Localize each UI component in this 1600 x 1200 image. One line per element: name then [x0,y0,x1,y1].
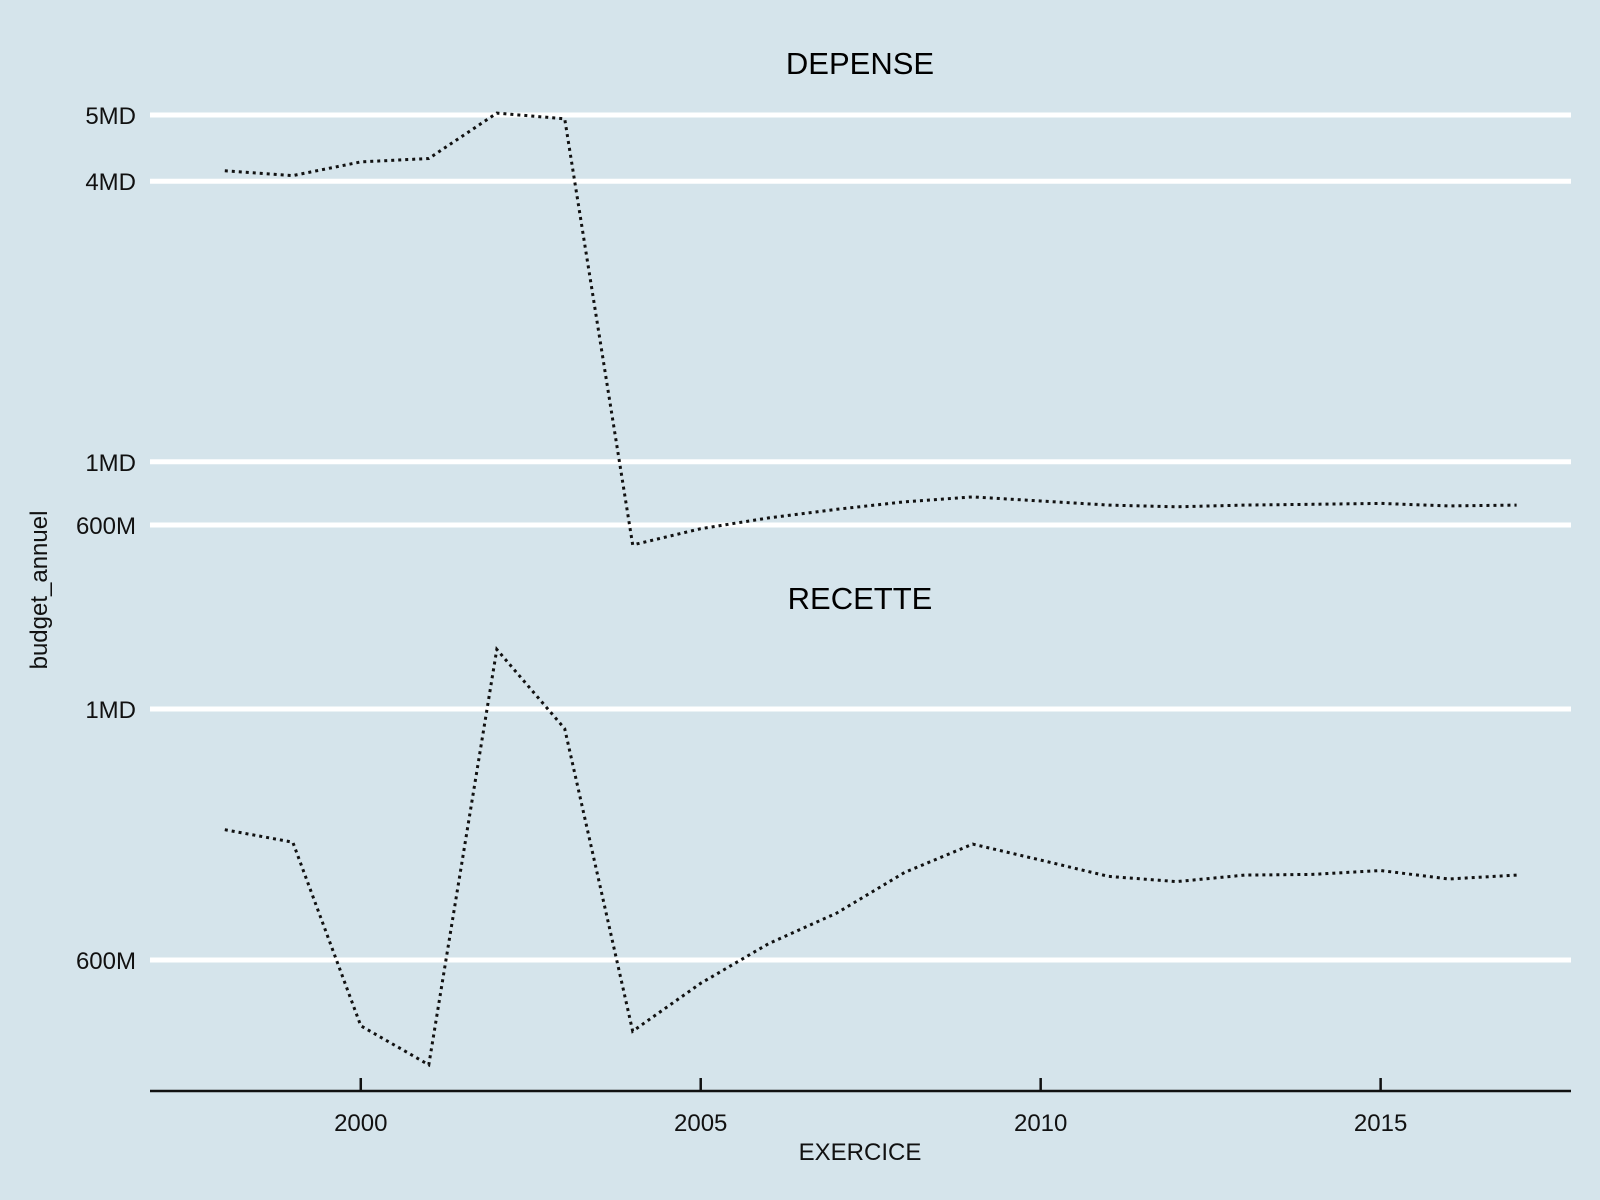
panel-depense: DEPENSE 600M 1MD 4MD 5MD [76,46,1571,547]
x-tick-label-2: 2010 [1014,1110,1067,1137]
panel-title-recette: RECETTE [788,581,933,616]
y-ticks-depense: 600M 1MD 4MD 5MD [76,103,136,540]
panel-title-depense: DEPENSE [786,46,934,81]
x-tick-label-0: 2000 [334,1110,387,1137]
series-line-depense [224,111,1517,547]
panel-recette: RECETTE 600M 1MD [76,581,1571,1068]
y-axis-title: budget_annuel [26,511,53,670]
y-tick-label-depense-2: 4MD [85,169,136,196]
grid-depense [150,112,1571,528]
y-tick-label-depense-3: 5MD [85,103,136,130]
y-ticks-recette: 600M 1MD [76,697,136,975]
x-axis-title: EXERCICE [799,1139,922,1166]
y-tick-label-recette-0: 600M [76,948,136,975]
series-line-recette [224,645,1517,1068]
x-tick-label-3: 2015 [1354,1110,1407,1137]
y-tick-label-depense-0: 600M [76,513,136,540]
y-tick-label-depense-1: 1MD [85,450,136,477]
y-tick-label-recette-1: 1MD [85,697,136,724]
x-tick-label-1: 2005 [674,1110,727,1137]
x-ticks: 2000 2005 2010 2015 [334,1078,1407,1137]
grid-recette [150,706,1571,963]
